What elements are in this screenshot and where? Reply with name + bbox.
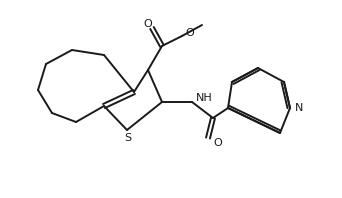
Text: O: O — [214, 138, 222, 148]
Text: O: O — [185, 28, 194, 38]
Text: S: S — [124, 133, 132, 143]
Text: NH: NH — [196, 93, 213, 103]
Text: O: O — [144, 19, 153, 29]
Text: N: N — [295, 103, 303, 113]
